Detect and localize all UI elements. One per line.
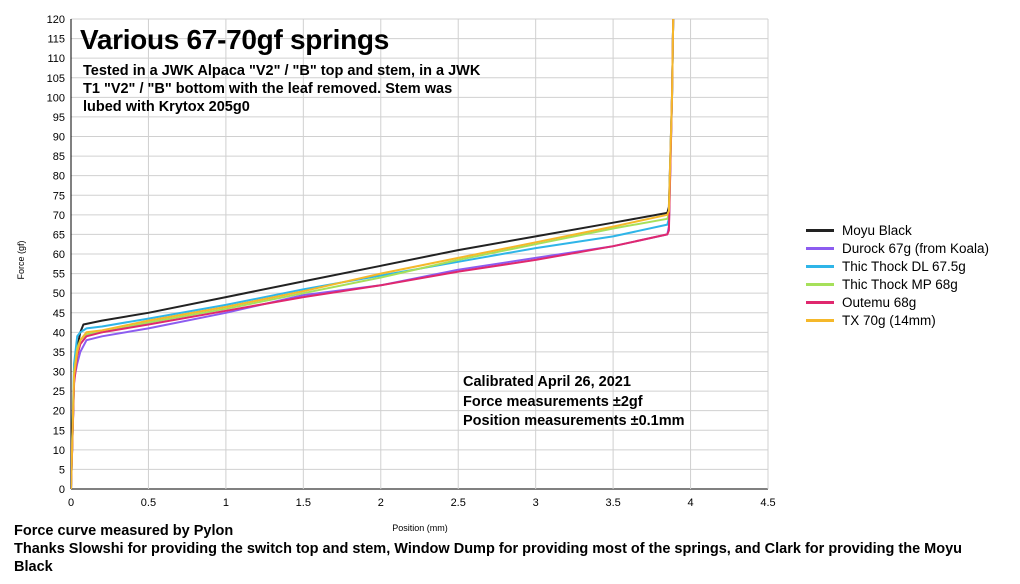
legend-label: Thic Thock MP 68g — [842, 276, 958, 292]
y-tick-label: 105 — [47, 73, 65, 85]
legend-item: Thic Thock DL 67.5g — [806, 257, 989, 275]
y-tick-label: 40 — [53, 327, 65, 339]
y-tick-label: 85 — [53, 151, 65, 163]
y-tick-label: 5 — [59, 464, 65, 476]
legend-item: Durock 67g (from Koala) — [806, 239, 989, 257]
x-tick-label: 1.5 — [296, 497, 311, 509]
footer-line: Force curve measured by Pylon — [14, 523, 234, 539]
y-tick-label: 110 — [47, 53, 65, 65]
x-tick-label: 2 — [378, 497, 384, 509]
y-tick-label: 80 — [53, 171, 65, 183]
footer-credits: Force curve measured by Pylon Thanks Slo… — [14, 522, 1004, 576]
y-tick-label: 55 — [53, 269, 65, 281]
chart-subtitle: Tested in a JWK Alpaca "V2" / "B" top an… — [83, 63, 481, 115]
x-tick-label: 3 — [533, 497, 539, 509]
y-tick-label: 115 — [47, 34, 65, 46]
legend-label: Durock 67g (from Koala) — [842, 240, 990, 256]
legend-label: TX 70g (14mm) — [842, 312, 936, 328]
y-tick-label: 50 — [53, 288, 65, 300]
annotation-line: Calibrated April 26, 2021 — [463, 374, 631, 390]
legend-item: Moyu Black — [806, 221, 989, 239]
chart-title: Various 67-70gf springs — [80, 24, 389, 55]
x-tick-label: 3.5 — [605, 497, 620, 509]
annotation-line: Position measurements ±0.1mm — [463, 413, 685, 429]
x-tick-label: 4 — [687, 497, 693, 509]
legend-swatch — [806, 228, 834, 232]
x-tick-label: 0 — [68, 497, 74, 509]
legend-swatch — [806, 264, 834, 268]
legend-label: Thic Thock DL 67.5g — [842, 258, 966, 274]
y-tick-label: 70 — [53, 210, 65, 222]
y-tick-label: 120 — [47, 14, 65, 26]
legend-swatch — [806, 282, 834, 286]
annotation-line: Force measurements ±2gf — [463, 393, 643, 410]
legend-item: TX 70g (14mm) — [806, 311, 989, 329]
x-tick-label: 2.5 — [451, 497, 466, 509]
series-line — [71, 19, 675, 489]
y-tick-label: 10 — [53, 445, 65, 457]
y-tick-label: 65 — [53, 229, 65, 241]
legend-swatch — [806, 318, 834, 322]
x-tick-label: 1 — [223, 497, 229, 509]
legend-swatch — [806, 246, 834, 250]
y-tick-label: 30 — [53, 367, 65, 379]
x-axis-title: Position (mm) — [392, 523, 448, 533]
y-tick-label: 15 — [53, 425, 65, 437]
y-tick-label: 60 — [53, 249, 65, 261]
y-tick-label: 90 — [53, 132, 65, 144]
y-tick-label: 75 — [53, 190, 65, 202]
y-tick-label: 25 — [53, 386, 65, 398]
x-tick-label: 0.5 — [141, 497, 156, 509]
legend-label: Moyu Black — [842, 222, 912, 238]
legend-swatch — [806, 300, 834, 304]
legend-label: Outemu 68g — [842, 294, 917, 310]
y-tick-label: 100 — [47, 92, 65, 104]
series-line — [71, 19, 675, 489]
legend-item: Outemu 68g — [806, 293, 989, 311]
y-axis-title: Force (gf) — [16, 240, 26, 279]
legend-item: Thic Thock MP 68g — [806, 275, 989, 293]
y-tick-label: 35 — [53, 347, 65, 359]
y-tick-label: 45 — [53, 308, 65, 320]
x-tick-label: 4.5 — [760, 497, 775, 509]
y-tick-label: 95 — [53, 112, 65, 124]
y-tick-label: 0 — [59, 484, 65, 496]
legend: Moyu Black Durock 67g (from Koala) Thic … — [806, 221, 989, 329]
calibration-note: Calibrated April 26, 2021 Force measurem… — [463, 373, 685, 432]
footer-line: Thanks Slowshi for providing the switch … — [14, 541, 963, 575]
y-tick-label: 20 — [53, 406, 65, 418]
